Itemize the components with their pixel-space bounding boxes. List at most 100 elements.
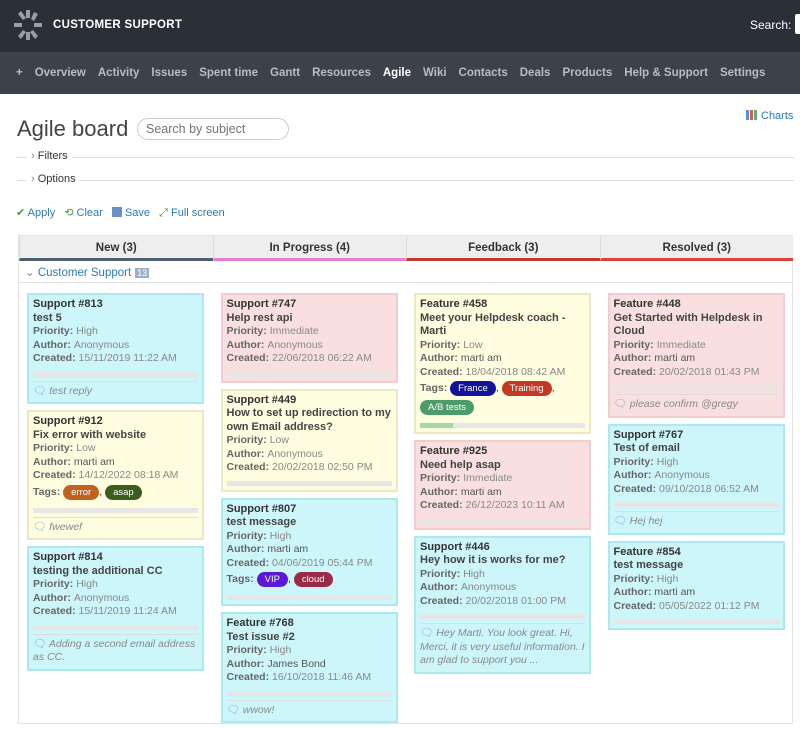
search-by-subject-input[interactable]	[137, 118, 289, 140]
priority-value: High	[76, 578, 98, 590]
author-value[interactable]: marti am	[654, 586, 696, 598]
card-id[interactable]: Support #807	[226, 502, 297, 515]
card-subject[interactable]: Hey how it is works for me?	[420, 554, 566, 566]
card-subject[interactable]: Fix error with website	[33, 428, 147, 441]
created-label: Created	[613, 482, 653, 495]
card-id[interactable]: Support #813	[33, 298, 103, 310]
issue-card[interactable]: Support #912 Fix error with website Prio…	[27, 410, 204, 540]
nav-item-deals[interactable]: Deals	[519, 67, 551, 79]
card-id[interactable]: Support #747	[226, 298, 297, 310]
card-subject[interactable]: Help rest api	[226, 311, 293, 324]
issue-card[interactable]: Support #446 Hey how it is works for me?…	[414, 535, 591, 674]
logo-icon[interactable]	[12, 9, 44, 41]
priority-label: Priority	[226, 434, 264, 446]
author-value[interactable]: James Bond	[267, 657, 326, 670]
tag-badge[interactable]: error	[63, 484, 100, 500]
issue-card[interactable]: Feature #854 test message Priority: High…	[607, 540, 785, 630]
card-subject[interactable]: Meet your Helpdesk coach - Marti	[420, 311, 566, 338]
nav-item-activity[interactable]: Activity	[97, 67, 140, 79]
apply-button[interactable]: ✔ Apply	[16, 207, 55, 219]
author-label: Author	[420, 352, 455, 364]
issue-card[interactable]: Feature #458 Meet your Helpdesk coach - …	[414, 293, 591, 434]
created-value: 26/12/2023 10:11 AM	[465, 499, 565, 511]
progress-bar	[226, 690, 392, 696]
card-subject[interactable]: test message	[613, 559, 684, 571]
nav-item-resources[interactable]: Resources	[312, 67, 371, 79]
progress-bar	[226, 595, 392, 600]
tag-badge[interactable]: VIP	[256, 572, 288, 587]
priority-label: Priority	[420, 338, 457, 351]
nav-item-help-support[interactable]: Help & Support	[624, 67, 708, 79]
card-id[interactable]: Feature #854	[613, 545, 681, 558]
nav-item-spent-time[interactable]: Spent time	[199, 67, 259, 79]
created-value: 22/06/2018 06:22 AM	[272, 352, 372, 364]
nav-item-products[interactable]: Products	[562, 67, 613, 79]
card-subject[interactable]: Need help asap	[420, 458, 501, 471]
options-section[interactable]: › Options	[17, 173, 794, 185]
author-value[interactable]: marti am	[460, 485, 502, 498]
board-column: Support #747 Help rest api Priority: Imm…	[220, 293, 398, 729]
card-subject[interactable]: test 5	[33, 311, 62, 324]
issue-card[interactable]: Support #813 test 5 Priority: High Autho…	[27, 293, 204, 404]
comment-text: please confirm @gregy	[629, 398, 738, 410]
nav-item-agile[interactable]: Agile	[382, 67, 411, 79]
swimlane-header[interactable]: ⌄ Customer Support 13	[19, 261, 792, 283]
issue-card[interactable]: Feature #768 Test issue #2 Priority: Hig…	[220, 612, 398, 723]
card-id[interactable]: Feature #768	[226, 617, 294, 629]
issue-card[interactable]: Feature #925 Need help asap Priority: Im…	[414, 440, 591, 530]
card-subject[interactable]: test message	[226, 516, 297, 528]
card-subject[interactable]: testing the additional CC	[33, 564, 163, 577]
card-created: Created: 09/10/2018 06:52 AM	[613, 482, 759, 495]
issue-card[interactable]: Support #807 test message Priority: High…	[220, 497, 398, 606]
clear-button[interactable]: ⟲ Clear	[64, 207, 103, 219]
chevron-right-icon: ›	[31, 150, 35, 162]
nav-item-contacts[interactable]: Contacts	[458, 67, 508, 79]
card-id[interactable]: Support #912	[33, 415, 103, 427]
progress-bar	[613, 502, 779, 507]
priority-value: Immediate	[269, 325, 319, 337]
card-subject[interactable]: How to set up redirection to my own Emai…	[226, 407, 391, 433]
priority-value: Low	[269, 434, 289, 446]
issue-card[interactable]: Support #814 testing the additional CC P…	[27, 546, 204, 671]
issue-card[interactable]: Support #747 Help rest api Priority: Imm…	[220, 293, 398, 383]
author-value[interactable]: marti am	[654, 352, 696, 364]
card-subject[interactable]: Get Started with Helpdesk in Cloud	[613, 311, 763, 338]
save-button[interactable]: Save	[111, 207, 150, 219]
nav-item-issues[interactable]: Issues	[151, 67, 188, 79]
filters-section[interactable]: › Filters	[17, 150, 794, 162]
card-id[interactable]: Feature #925	[420, 445, 488, 457]
card-subject[interactable]: Test issue #2	[226, 630, 295, 643]
charts-link[interactable]: Charts	[746, 110, 793, 122]
issue-card[interactable]: Support #767 Test of email Priority: Hig…	[607, 423, 785, 535]
author-value[interactable]: marti am	[73, 455, 115, 468]
tag-badge[interactable]: asap	[105, 484, 142, 500]
card-subject[interactable]: Test of email	[613, 442, 680, 454]
column-header: Resolved (3)	[599, 236, 793, 261]
global-search-input[interactable]	[795, 14, 800, 34]
tag-badge[interactable]: France	[450, 381, 496, 396]
tag-badge[interactable]: A/B tests	[420, 400, 475, 415]
nav-item-settings[interactable]: Settings	[719, 67, 766, 79]
nav-item-new[interactable]: +	[16, 67, 23, 79]
card-id[interactable]: Support #449	[226, 393, 297, 406]
card-id[interactable]: Support #767	[613, 428, 684, 441]
author-value[interactable]: marti am	[267, 543, 309, 555]
card-id[interactable]: Feature #448	[613, 298, 681, 310]
comment-text: test reply	[49, 384, 92, 397]
tag-badge[interactable]: cloud	[293, 572, 333, 587]
nav-item-wiki[interactable]: Wiki	[423, 67, 447, 79]
tag-badge[interactable]: Training	[501, 381, 552, 396]
nav-item-gantt[interactable]: Gantt	[270, 67, 301, 79]
comment-text: Adding a second email address as CC.	[33, 637, 196, 664]
fullscreen-button[interactable]: ⤢ Full screen	[159, 207, 225, 219]
card-id[interactable]: Support #814	[33, 551, 103, 563]
issue-card[interactable]: Feature #448 Get Started with Helpdesk i…	[607, 293, 785, 418]
app-title[interactable]: CUSTOMER SUPPORT	[53, 19, 183, 31]
board-actions: ✔ Apply ⟲ Clear Save ⤢ Full screen	[16, 206, 231, 220]
issue-card[interactable]: Support #449 How to set up redirection t…	[220, 388, 398, 492]
last-comment: 🗨 test reply	[33, 380, 198, 399]
card-id[interactable]: Feature #458	[420, 298, 488, 310]
card-id[interactable]: Support #446	[420, 540, 490, 553]
author-value[interactable]: marti am	[460, 352, 502, 364]
nav-item-overview[interactable]: Overview	[34, 67, 86, 79]
